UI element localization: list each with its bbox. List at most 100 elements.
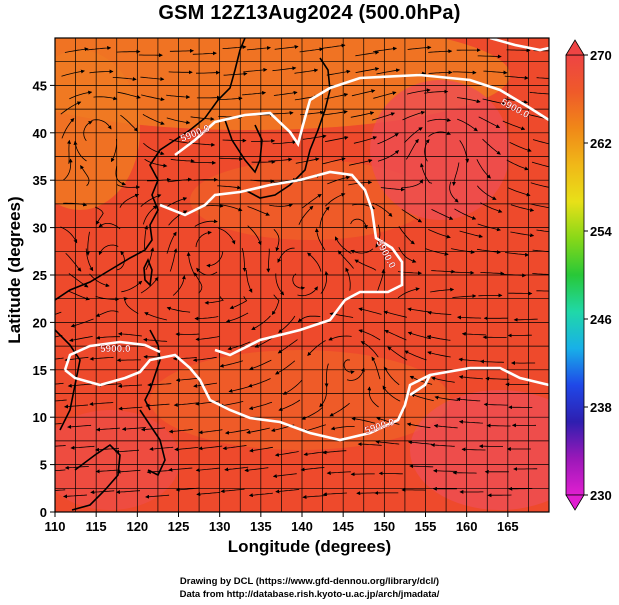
streamline <box>55 311 62 315</box>
y-tick-label: 0 <box>40 505 47 520</box>
streamline <box>376 268 386 293</box>
streamline <box>241 247 247 272</box>
streamline <box>530 182 549 188</box>
streamline <box>191 160 217 165</box>
streamline <box>247 206 270 216</box>
streamline <box>95 335 120 340</box>
streamline <box>191 142 216 147</box>
streamline <box>142 114 165 125</box>
streamline <box>532 139 549 145</box>
streamline <box>204 296 224 305</box>
y-tick-label: 30 <box>33 221 47 236</box>
streamline <box>242 90 267 96</box>
streamline <box>506 159 529 171</box>
streamline <box>229 296 248 310</box>
y-axis-label: Latitude (degrees) <box>5 196 24 344</box>
streamline <box>95 206 104 225</box>
streamline <box>80 165 90 187</box>
streamline <box>116 469 141 474</box>
colorbar-fill <box>565 54 585 496</box>
streamline <box>198 445 223 451</box>
streamline <box>358 329 381 341</box>
streamline <box>302 424 326 433</box>
streamline <box>410 393 434 402</box>
streamline <box>247 225 262 246</box>
streamline <box>375 439 400 445</box>
pink-region-east <box>370 80 510 220</box>
temperature-field: 5900.0 5900.0 5900.0 5900.0 5900.0 <box>55 38 549 512</box>
streamline <box>85 248 94 272</box>
streamline <box>329 402 350 417</box>
streamline <box>143 142 165 156</box>
streamline <box>505 252 530 257</box>
streamline <box>219 401 244 408</box>
streamline <box>89 356 114 361</box>
streamline <box>63 202 88 207</box>
streamline <box>407 45 432 50</box>
colorbar-label: 246 <box>590 312 612 327</box>
streamline <box>397 287 420 299</box>
coast-borneo <box>71 443 121 511</box>
streamline <box>328 335 352 341</box>
streamline <box>195 336 220 342</box>
streamline <box>383 310 407 318</box>
orange-region-south <box>150 350 450 450</box>
x-tick-label: 120 <box>126 519 148 534</box>
x-tick-label: 165 <box>497 519 519 534</box>
streamline <box>354 259 377 271</box>
streamline <box>141 94 165 102</box>
streamline <box>274 45 299 50</box>
streamline <box>351 89 376 97</box>
streamline <box>536 290 549 292</box>
x-tick-label: 140 <box>291 519 313 534</box>
streamline <box>406 422 431 429</box>
streamline <box>120 114 138 132</box>
credit-drawing: Drawing by DCL (https://www.gfd-dennou.o… <box>179 576 440 587</box>
streamline <box>345 267 351 291</box>
x-tick-label: 125 <box>168 519 190 534</box>
streamline <box>387 346 408 361</box>
streamline <box>145 494 170 499</box>
streamline <box>360 341 379 358</box>
y-tick-label: 45 <box>33 78 47 93</box>
streamline <box>95 310 119 317</box>
streamline <box>222 445 247 451</box>
streamline <box>55 335 63 338</box>
x-tick-label: 130 <box>209 519 231 534</box>
streamline <box>407 307 432 313</box>
streamline <box>60 226 78 244</box>
streamline <box>452 294 477 299</box>
streamline <box>425 248 449 256</box>
streamline <box>274 451 299 457</box>
streamline <box>428 49 453 54</box>
y-tick-label: 40 <box>33 126 47 141</box>
streamline <box>219 204 243 212</box>
streamline <box>292 273 306 291</box>
x-axis-label: Longitude (degrees) <box>227 537 392 556</box>
streamline <box>249 446 273 453</box>
streamline <box>477 54 502 59</box>
streamline <box>299 47 324 53</box>
streamline <box>144 312 167 321</box>
streamline <box>480 271 505 276</box>
streamline <box>451 162 460 186</box>
colorbar-label: 270 <box>590 48 612 63</box>
streamline <box>271 294 280 316</box>
streamline <box>275 360 296 375</box>
streamline <box>165 197 188 209</box>
streamline <box>300 467 325 472</box>
streamline <box>170 158 195 163</box>
streamline <box>55 399 67 402</box>
streamline <box>70 445 95 450</box>
y-tick-label: 25 <box>33 268 47 283</box>
streamline <box>224 466 249 472</box>
streamline <box>427 310 452 315</box>
streamline <box>479 359 504 364</box>
streamline <box>409 464 434 469</box>
streamline <box>121 280 143 293</box>
streamline <box>93 96 118 101</box>
streamline <box>476 185 497 200</box>
streamline <box>119 193 140 208</box>
y-tick-label: 5 <box>40 458 47 473</box>
